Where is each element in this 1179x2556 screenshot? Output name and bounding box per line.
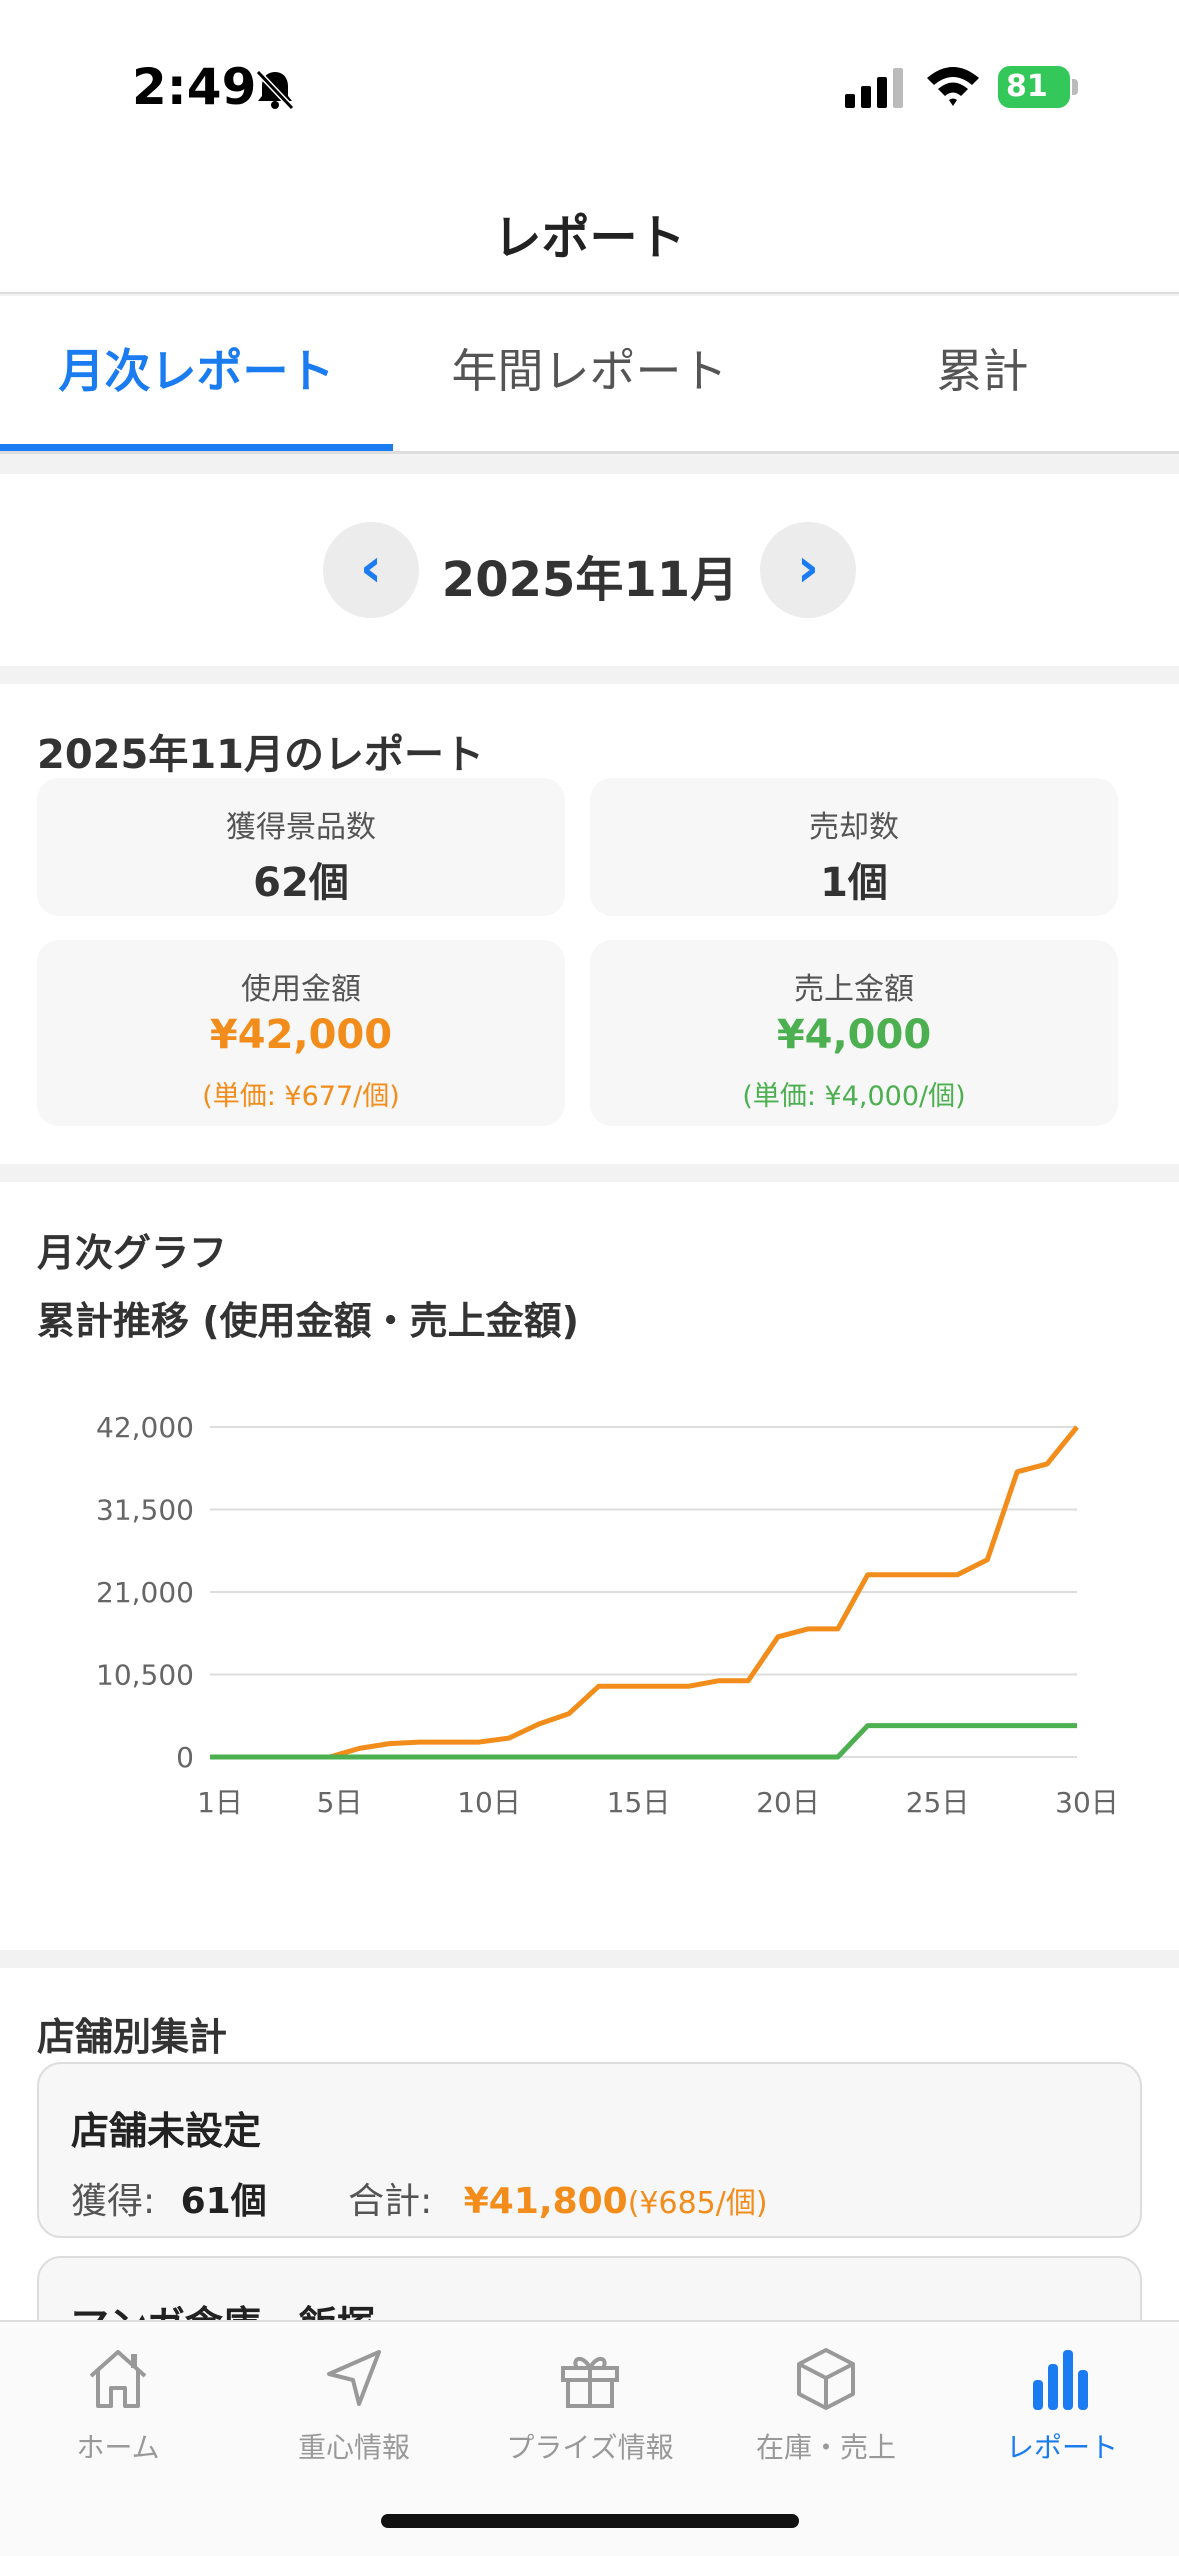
- spent-card: 使用金額 ¥42,000 (単価: ¥677/個): [37, 940, 565, 1126]
- next-month-button[interactable]: ›: [760, 522, 856, 618]
- report-tabs: 月次レポート 年間レポート 累計: [0, 296, 1179, 454]
- tabbar-label: ホーム: [76, 2431, 160, 2464]
- tabbar-inventory[interactable]: 在庫・売上: [708, 2322, 944, 2482]
- y-tick-label: 10,500: [96, 1659, 194, 1692]
- total-value: ¥41,800: [463, 2181, 628, 2222]
- home-icon: [89, 2350, 147, 2408]
- monthly-graph: 月次グラフ 累計推移 (使用金額・売上金額) 0 10,500 21,000 31,5…: [0, 1182, 1179, 1950]
- tab-indicator: [0, 444, 393, 451]
- x-tick-label: 20日: [756, 1786, 820, 1819]
- tabbar-prize-info[interactable]: プライズ情報: [472, 2322, 708, 2482]
- battery-level: 81: [998, 66, 1070, 108]
- navigation-arrow-icon: [327, 2350, 381, 2406]
- x-tick-label: 5日: [317, 1786, 363, 1819]
- store-card[interactable]: マンガ倉庫 飯塚: [37, 2256, 1142, 2320]
- y-tick-label: 0: [176, 1741, 194, 1774]
- series-line-spent: [210, 1425, 1079, 1760]
- x-tick-label: 1日: [197, 1786, 243, 1819]
- sales-unit-price: (単価: ¥4,000/個): [742, 1081, 966, 1112]
- spent-label: 使用金額: [241, 972, 361, 1007]
- cellular-signal-icon: [845, 68, 903, 108]
- tab-annual[interactable]: 年間レポート: [451, 344, 728, 398]
- sold-card: 売却数 1個: [590, 778, 1118, 916]
- prev-month-button[interactable]: ‹: [323, 522, 419, 618]
- status-bar: 2:49 81: [0, 0, 1179, 170]
- total-label: 合計:: [348, 2181, 433, 2222]
- prizes-value: 62個: [253, 860, 349, 906]
- graph-title: 月次グラフ: [37, 1231, 228, 1275]
- sold-value: 1個: [820, 860, 888, 906]
- tabbar-label: レポート: [1005, 2431, 1118, 2464]
- tabbar-label: 在庫・売上: [755, 2431, 896, 2464]
- battery-cap: [1072, 79, 1078, 95]
- bell-muted-icon: [255, 69, 295, 111]
- sales-label: 売上金額: [794, 972, 914, 1007]
- cumulative-line-chart: 0 10,500 21,000 31,500 42,000 1日 5日 10日 15日 20日 25…: [96, 1411, 1119, 1819]
- series-line-sales: [210, 1723, 1077, 1760]
- store-summary: 店舗別集計 店舗未設定 獲得: 61個 合計: ¥41,800(¥685/個) …: [0, 1968, 1179, 2320]
- gift-icon: [561, 2357, 619, 2408]
- x-tick-label: 30日: [1055, 1786, 1119, 1819]
- tabbar-label: 重心情報: [297, 2431, 410, 2464]
- stores-title: 店舗別集計: [37, 2015, 228, 2059]
- x-tick-label: 10日: [457, 1786, 521, 1819]
- sold-label: 売却数: [809, 810, 899, 845]
- prizes-label: 獲得景品数: [226, 810, 376, 845]
- y-tick-label: 21,000: [96, 1576, 194, 1609]
- prizes-card: 獲得景品数 62個: [37, 778, 565, 916]
- tabbar-label: プライズ情報: [506, 2431, 674, 2464]
- y-tick-label: 42,000: [96, 1411, 194, 1444]
- store-meta: 獲得: 61個 合計: ¥41,800(¥685/個): [71, 2172, 768, 2224]
- acquired-label: 獲得:: [71, 2181, 156, 2222]
- sales-value: ¥4,000: [776, 1012, 932, 1058]
- page-title: レポート: [493, 210, 686, 266]
- month-selector: ‹ 2025年11月 ›: [0, 474, 1179, 666]
- box-icon: [797, 2348, 855, 2410]
- wifi-icon: [927, 67, 979, 106]
- y-tick-label: 31,500: [96, 1494, 194, 1527]
- tabbar-center-info[interactable]: 重心情報: [236, 2322, 472, 2482]
- home-indicator: [381, 2514, 799, 2528]
- store-card[interactable]: 店舗未設定 獲得: 61個 合計: ¥41,800(¥685/個): [37, 2062, 1142, 2238]
- store-name: 店舗未設定: [71, 2109, 262, 2153]
- graph-subtitle: 累計推移 (使用金額・売上金額): [37, 1299, 579, 1343]
- nav-bar: レポート: [0, 170, 1179, 294]
- status-time: 2:49: [132, 58, 257, 116]
- tab-monthly[interactable]: 月次レポート: [58, 344, 335, 398]
- spent-unit-price: (単価: ¥677/個): [202, 1081, 400, 1112]
- x-tick-label: 15日: [607, 1786, 671, 1819]
- total-unit-price: (¥685/個): [627, 2186, 768, 2221]
- tabbar-home[interactable]: ホーム: [0, 2322, 236, 2482]
- sales-card: 売上金額 ¥4,000 (単価: ¥4,000/個): [590, 940, 1118, 1126]
- spent-value: ¥42,000: [209, 1012, 393, 1058]
- tabbar-report[interactable]: レポート: [944, 2322, 1179, 2482]
- tab-cumulative[interactable]: 累計: [936, 344, 1029, 398]
- x-tick-label: 25日: [906, 1786, 970, 1819]
- bar-chart-icon: [1033, 2350, 1088, 2410]
- monthly-summary: 2025年11月のレポート 獲得景品数 62個 売却数 1個 使用金額 ¥42,…: [0, 684, 1179, 1164]
- acquired-value: 61個: [180, 2181, 267, 2222]
- summary-title: 2025年11月のレポート: [37, 732, 484, 778]
- battery-indicator: 81: [998, 66, 1080, 108]
- month-label: 2025年11月: [441, 552, 739, 608]
- store-name: マンガ倉庫 飯塚: [71, 2294, 375, 2320]
